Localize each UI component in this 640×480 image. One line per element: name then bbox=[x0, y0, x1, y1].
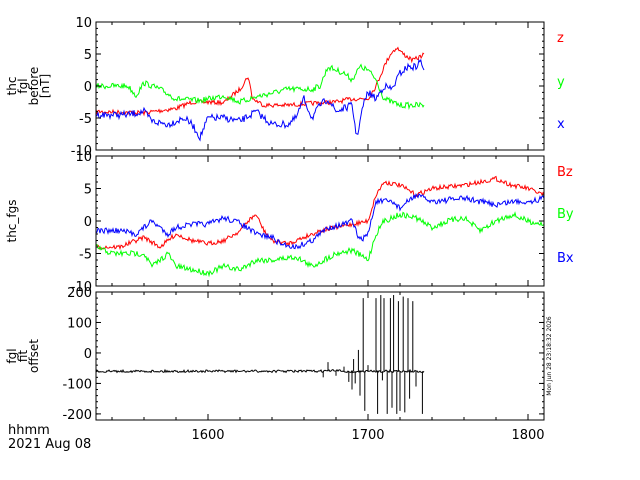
y-axis-label: fit bbox=[16, 350, 30, 363]
y-tick-label: -10 bbox=[71, 280, 92, 295]
panel-frame bbox=[95, 21, 545, 151]
series-line-offset bbox=[95, 368, 425, 374]
legend-y: y bbox=[557, 75, 565, 90]
panel-frame bbox=[95, 155, 545, 287]
y-tick-label: -200 bbox=[62, 408, 92, 423]
y-tick-label: 100 bbox=[67, 316, 92, 331]
x-tick-label: 1800 bbox=[511, 428, 544, 443]
y-axis-label: offset bbox=[27, 339, 41, 373]
y-axis-label: fgl bbox=[16, 78, 30, 93]
y-tick-label: 200 bbox=[67, 286, 92, 301]
series-line-x bbox=[95, 58, 425, 142]
y-tick-label: 5 bbox=[84, 183, 92, 198]
y-tick-label: 5 bbox=[84, 48, 92, 63]
y-tick-label: -5 bbox=[79, 112, 92, 127]
y-tick-label: -100 bbox=[62, 377, 92, 392]
series-line-z bbox=[95, 46, 425, 117]
y-tick-label: -5 bbox=[79, 248, 92, 263]
legend-Bx: Bx bbox=[557, 251, 574, 266]
panel-frame bbox=[95, 291, 545, 421]
y-axis-label: thc bbox=[5, 77, 19, 96]
x-tick-label: 1600 bbox=[191, 428, 224, 443]
y-axis-label: thc_fgs bbox=[5, 199, 19, 242]
y-tick-label: 10 bbox=[75, 16, 92, 31]
legend-x: x bbox=[557, 117, 565, 132]
y-tick-label: 10 bbox=[75, 150, 92, 165]
y-tick-label: -10 bbox=[71, 144, 92, 159]
series-line-Bz bbox=[95, 175, 545, 251]
date-label: 2021 Aug 08 bbox=[8, 437, 92, 452]
series-line-y bbox=[95, 63, 425, 110]
y-axis-label: [nT] bbox=[38, 74, 52, 98]
y-tick-label: 0 bbox=[84, 80, 92, 95]
legend-By: By bbox=[557, 207, 574, 222]
y-axis-label: before bbox=[27, 67, 41, 106]
generation-timestamp: Mon Jun 28 23:18:32 2026 bbox=[546, 316, 553, 396]
legend-Bz: Bz bbox=[557, 165, 573, 180]
y-tick-label: 0 bbox=[84, 347, 92, 362]
legend-z: z bbox=[557, 31, 564, 46]
y-axis-label: fgl bbox=[5, 348, 19, 363]
series-line-By bbox=[95, 211, 545, 278]
time-axis-label: hhmm bbox=[8, 423, 50, 438]
series-line-Bx bbox=[95, 192, 545, 250]
x-tick-label: 1700 bbox=[351, 428, 384, 443]
y-tick-label: 0 bbox=[84, 215, 92, 230]
